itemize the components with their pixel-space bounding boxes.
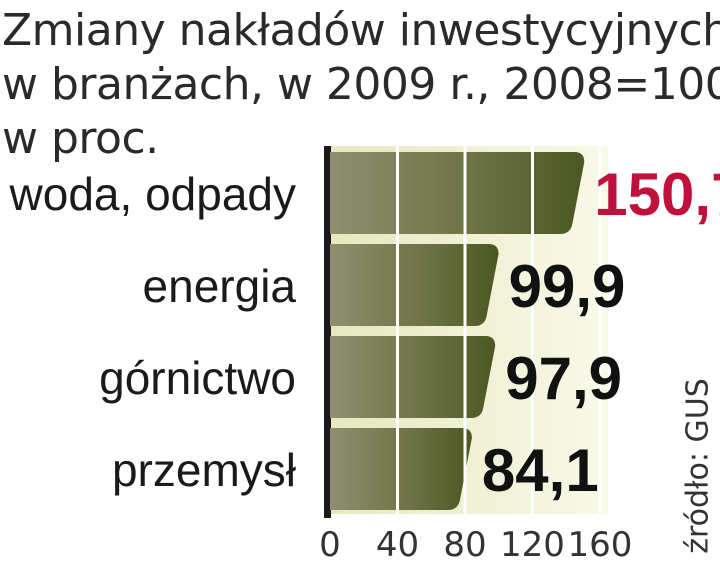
title-line-1: Zmiany nakładów inwestycyjnych <box>2 5 720 56</box>
value-label-0: 150,7 <box>594 161 720 228</box>
source-text: źródło: GUS <box>680 378 716 554</box>
category-label-3: przemysł <box>112 444 296 496</box>
value-label-1: 99,9 <box>509 253 626 320</box>
x-tick-label-1: 40 <box>376 525 419 565</box>
source-note: źródło: GUS <box>676 376 720 556</box>
x-tick-label-4: 160 <box>568 525 633 565</box>
category-label-0: woda, odpady <box>9 168 296 220</box>
title-line-3: w proc. <box>2 113 159 164</box>
bar-2 <box>330 336 496 418</box>
value-label-2: 97,9 <box>505 345 622 412</box>
x-tick-label-0: 0 <box>319 525 341 565</box>
chart-title: Zmiany nakładów inwestycyjnych w branżac… <box>2 4 720 166</box>
title-line-2: w branżach, w 2009 r., 2008=100 <box>2 59 720 110</box>
category-label-2: górnictwo <box>99 352 296 404</box>
value-label-3: 84,1 <box>482 437 599 504</box>
bar-0 <box>330 152 585 234</box>
bar-1 <box>330 244 499 326</box>
category-label-1: energia <box>143 260 297 312</box>
y-axis-line <box>324 146 331 518</box>
x-tick-label-3: 120 <box>500 525 565 565</box>
x-tick-label-2: 80 <box>443 525 486 565</box>
bar-3 <box>330 428 472 510</box>
